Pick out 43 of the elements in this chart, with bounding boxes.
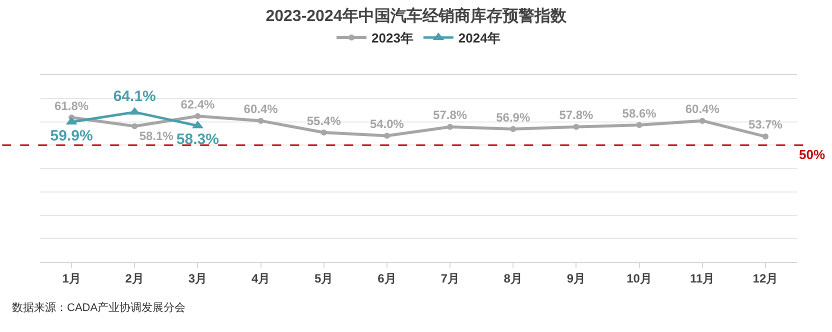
data-label: 57.8% bbox=[559, 108, 594, 122]
data-label: 59.9% bbox=[50, 127, 93, 144]
x-tick-label: 12月 bbox=[752, 271, 778, 286]
x-tick-label: 10月 bbox=[626, 271, 652, 286]
point bbox=[510, 126, 516, 132]
data-label: 54.0% bbox=[370, 117, 404, 132]
data-label: 53.7% bbox=[748, 118, 783, 132]
point bbox=[636, 122, 642, 128]
x-tick-label: 3月 bbox=[188, 271, 208, 286]
data-label: 56.9% bbox=[496, 110, 530, 124]
data-label: 58.6% bbox=[622, 106, 657, 120]
legend-label: 2023年 bbox=[372, 30, 414, 46]
data-label: 58.1% bbox=[139, 128, 174, 143]
x-tick-label: 9月 bbox=[566, 271, 586, 286]
x-tick-label: 6月 bbox=[378, 271, 396, 286]
ref-line-label: 50% bbox=[799, 147, 826, 162]
chart-title: 2023-2024年中国汽车经销商库存预警指数 bbox=[266, 7, 568, 26]
data-label: 57.8% bbox=[433, 108, 468, 122]
point bbox=[132, 123, 138, 130]
point bbox=[320, 130, 327, 136]
data-label: 55.4% bbox=[306, 114, 342, 128]
x-tick-label: 4月 bbox=[251, 271, 270, 286]
data-label: 64.1% bbox=[113, 88, 156, 106]
source-note: 数据来源：CADA产业协调发展分会 bbox=[12, 301, 186, 314]
data-label: 58.3% bbox=[176, 131, 219, 148]
data-label: 60.4% bbox=[244, 102, 278, 116]
point bbox=[447, 124, 454, 130]
x-tick-label: 2月 bbox=[125, 271, 144, 286]
x-tick-label: 7月 bbox=[440, 271, 460, 286]
data-label: 61.8% bbox=[54, 98, 89, 113]
x-tick-label: 8月 bbox=[504, 271, 522, 286]
point bbox=[258, 118, 264, 124]
x-tick-label: 5月 bbox=[314, 271, 334, 286]
legend-label: 2024年 bbox=[458, 30, 500, 46]
data-label: 62.4% bbox=[180, 97, 216, 112]
point bbox=[762, 133, 768, 140]
x-tick-label: 1月 bbox=[62, 271, 81, 286]
point bbox=[194, 113, 201, 120]
point bbox=[699, 118, 706, 124]
point bbox=[573, 124, 580, 130]
data-label: 60.4% bbox=[685, 102, 720, 116]
point bbox=[384, 132, 390, 139]
x-tick-label: 11月 bbox=[690, 271, 715, 286]
